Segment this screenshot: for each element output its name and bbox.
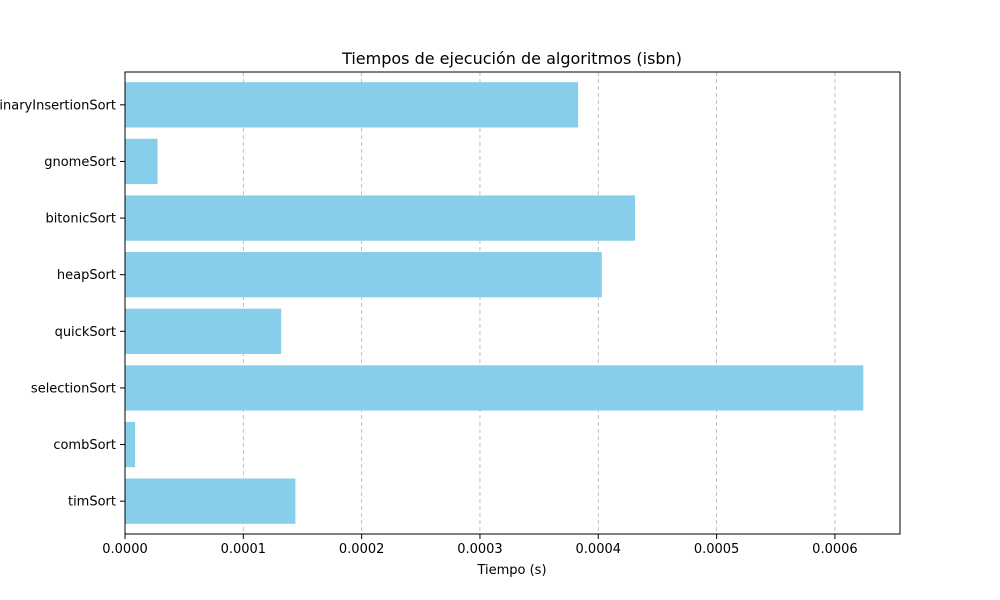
- bar-binaryInsertionSort: [125, 82, 579, 128]
- bar-heapSort: [125, 252, 602, 298]
- bar-quickSort: [125, 308, 282, 354]
- x-tick-label: 0.0001: [221, 542, 267, 557]
- chart-title: Tiempos de ejecución de algoritmos (isbn…: [341, 49, 682, 68]
- x-tick-label: 0.0006: [812, 542, 858, 557]
- y-tick-label: quickSort: [55, 325, 116, 340]
- plot-frame: [124, 71, 901, 535]
- x-tick-label: 0.0004: [576, 542, 622, 557]
- y-tick-label: selectionSort: [31, 381, 116, 396]
- y-tick-label: gnomeSort: [44, 155, 116, 170]
- bar-timSort: [125, 478, 296, 524]
- y-axis: binaryInsertionSort gnomeSort bitonicSort h…: [0, 98, 125, 510]
- bars: [125, 82, 864, 524]
- y-tick-label: timSort: [68, 495, 116, 510]
- y-tick-label: combSort: [53, 438, 116, 453]
- y-tick-label: binaryInsertionSort: [0, 98, 116, 113]
- x-tick-label: 0.0002: [339, 542, 385, 557]
- x-tick-label: 0.0003: [457, 542, 503, 557]
- y-tick-label: bitonicSort: [45, 212, 116, 227]
- grid: [124, 72, 836, 534]
- x-axis: 0.0000 0.0001 0.0002 0.0003 0.0004 0.0005 0.00…: [102, 534, 858, 557]
- bar-selectionSort: [125, 365, 864, 411]
- bar-combSort: [125, 421, 136, 468]
- bar-bitonicSort: [125, 195, 635, 241]
- bar-gnomeSort: [125, 138, 158, 185]
- x-tick-label: 0.0000: [102, 542, 148, 557]
- x-tick-label: 0.0005: [694, 542, 740, 557]
- y-tick-label: heapSort: [57, 268, 116, 283]
- x-axis-label: Tiempo (s): [476, 563, 546, 578]
